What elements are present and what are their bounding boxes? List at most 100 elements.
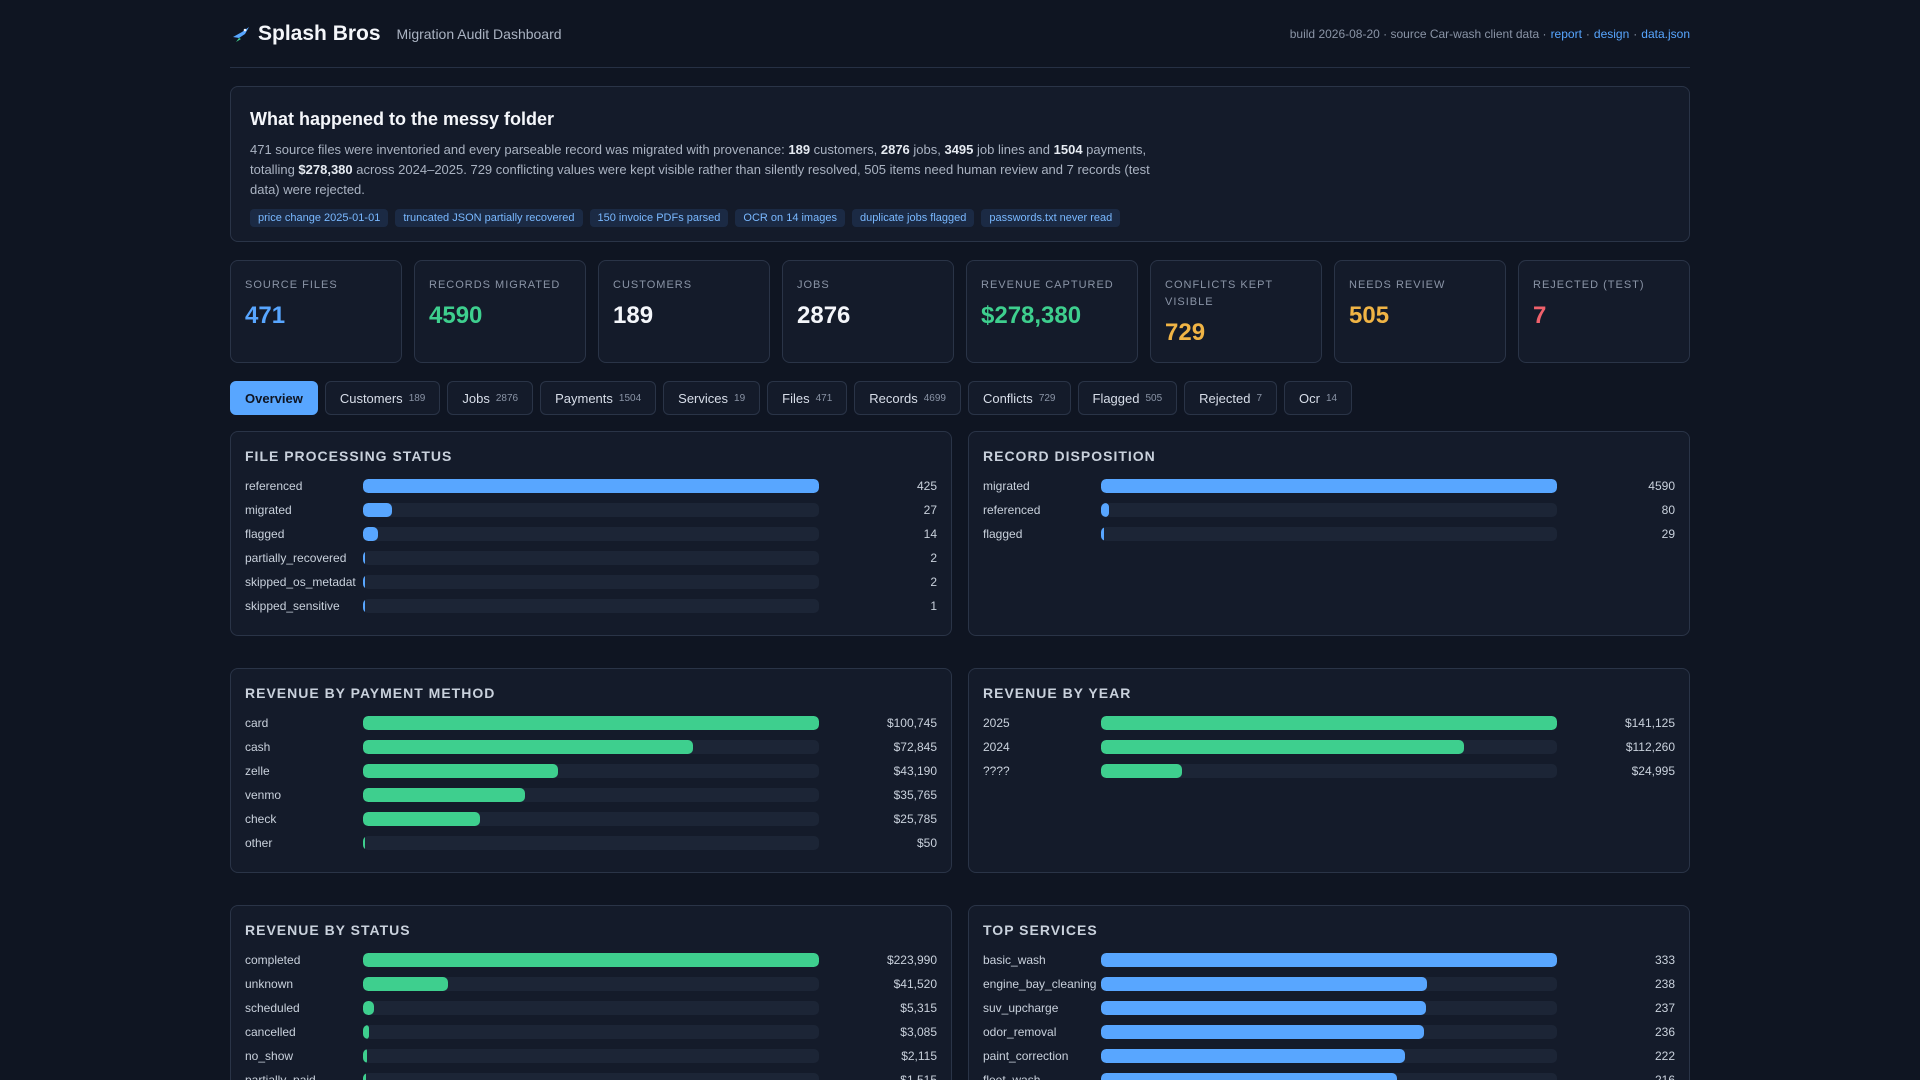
stat-label: Source files [245, 279, 338, 291]
bar-track [363, 836, 819, 850]
stat-label: Needs review [1349, 279, 1446, 291]
bar-fill [363, 1025, 370, 1039]
tab-customers[interactable]: Customers 189 [324, 381, 441, 415]
tab-records[interactable]: Records 4699 [854, 381, 961, 415]
design-link[interactable]: design [1593, 26, 1630, 41]
bar-track [1101, 479, 1557, 493]
tab-jobs[interactable]: Jobs 2876 [447, 381, 534, 415]
bar-fill [1101, 1073, 1397, 1080]
bar-label: flagged [245, 527, 285, 541]
bar-row: completed $223,990 [245, 948, 937, 972]
summary-tag: 150 invoice PDFs parsed [589, 209, 729, 227]
bar-value: $3,085 [900, 1025, 937, 1039]
bar-row: basic_wash 333 [983, 948, 1675, 972]
bar-value: $35,765 [893, 788, 937, 802]
summary-text: 471 source files were inventoried and ev… [250, 142, 1150, 197]
bar-label: no_show [245, 1049, 294, 1063]
tab-count: 4699 [923, 392, 946, 404]
bar-label: flagged [983, 527, 1023, 541]
build-info: build 2026-08-20 · source Car-wash clien… [1290, 27, 1690, 41]
data-json-link[interactable]: data.json [1641, 26, 1690, 41]
bar-value: $141,125 [1624, 716, 1675, 730]
stat-card-customers: Customers 189 [598, 260, 770, 363]
bar-label: 2024 [983, 740, 1010, 754]
stat-value: 729 [1165, 319, 1206, 346]
summary-card: What happened to the messy folder 471 so… [230, 86, 1690, 242]
bar-value: 27 [923, 503, 937, 517]
bar-row: card $100,745 [245, 711, 937, 735]
bar-label: suv_upcharge [983, 1001, 1059, 1015]
bar-track [363, 953, 819, 967]
tab-flagged[interactable]: Flagged 505 [1077, 381, 1178, 415]
panel-title: Revenue by payment method [245, 685, 496, 701]
bar-row: ???? $24,995 [983, 759, 1675, 783]
bar-value: 425 [916, 479, 937, 493]
bar-row: paint_correction 222 [983, 1044, 1675, 1068]
bar-fill [363, 716, 819, 730]
bar-track [363, 977, 819, 991]
tab-overview[interactable]: Overview [230, 381, 318, 415]
bar-value: $112,260 [1625, 740, 1675, 754]
panel-record-disposition: Record disposition migrated 4590 referenced… [968, 431, 1690, 636]
bar-fill [1101, 1001, 1426, 1015]
bar-value: 222 [1654, 1049, 1675, 1063]
bar-track [363, 740, 819, 754]
bar-label: completed [245, 953, 301, 967]
bar-label: partially_recovered [245, 551, 347, 565]
panel-title: Revenue by status [245, 922, 411, 938]
tab-ocr[interactable]: Ocr 14 [1284, 381, 1353, 415]
bar-fill [363, 977, 448, 991]
panel-revenue-by-year: Revenue by year 2025 $141,125 2024 $112,260?… [968, 668, 1690, 873]
bar-fill [363, 836, 365, 850]
stat-label: Rejected (test) [1533, 279, 1645, 291]
tab-label: Flagged [1092, 390, 1140, 406]
bar-value: 237 [1654, 1001, 1675, 1015]
bar-value: $43,190 [893, 764, 937, 778]
bar-track [363, 764, 819, 778]
bar-row: referenced 425 [245, 474, 937, 498]
bar-value: $2,115 [901, 1049, 937, 1063]
tab-label: Payments [555, 390, 613, 406]
tab-payments[interactable]: Payments 1504 [540, 381, 657, 415]
bar-fill [363, 953, 819, 967]
stat-card-source-files: Source files 471 [230, 260, 402, 363]
panel-title: Revenue by year [983, 685, 1132, 701]
report-link[interactable]: report [1550, 26, 1582, 41]
bar-label: check [245, 812, 277, 826]
summary-tag: passwords.txt never read [981, 209, 1121, 227]
stat-value: 189 [613, 302, 654, 329]
tab-count: 7 [1256, 392, 1263, 404]
tab-files[interactable]: Files 471 [767, 381, 848, 415]
summary-tag: duplicate jobs flagged [851, 209, 975, 227]
link-separator: · [1585, 26, 1590, 41]
stat-label: Conflicts kept visible [1165, 279, 1273, 308]
tab-label: Services [678, 390, 729, 406]
bar-label: partially_paid [245, 1073, 316, 1080]
bar-row: odor_removal 236 [983, 1020, 1675, 1044]
summary-title: What happened to the messy folder [250, 109, 555, 129]
bar-track [363, 527, 819, 541]
tab-conflicts[interactable]: Conflicts 729 [967, 381, 1071, 415]
tab-services[interactable]: Services 19 [663, 381, 761, 415]
bar-label: paint_correction [983, 1049, 1069, 1063]
bar-label: 2025 [983, 716, 1010, 730]
bar-row: suv_upcharge 237 [983, 996, 1675, 1020]
bar-fill [363, 740, 693, 754]
stat-value: $278,380 [981, 302, 1082, 329]
bar-fill [1101, 716, 1557, 730]
summary-tags: price change 2025-01-01 truncated JSON p… [250, 209, 1670, 227]
bar-row: migrated 4590 [983, 474, 1675, 498]
bar-label: unknown [245, 977, 294, 991]
panel-title: Top services [983, 922, 1098, 938]
stat-value: 2876 [797, 302, 851, 329]
tab-count: 14 [1326, 392, 1338, 404]
bar-value: $223,990 [886, 953, 937, 967]
tab-label: Customers [339, 390, 403, 406]
stat-value: 505 [1349, 302, 1390, 329]
build-meta: build 2026-08-20 · source Car-wash clien… [1289, 26, 1547, 41]
bar-value: 29 [1661, 527, 1675, 541]
bar-value: 216 [1654, 1073, 1675, 1080]
tab-rejected[interactable]: Rejected 7 [1184, 381, 1278, 415]
bar-track [363, 479, 819, 493]
bar-fill [1101, 740, 1464, 754]
